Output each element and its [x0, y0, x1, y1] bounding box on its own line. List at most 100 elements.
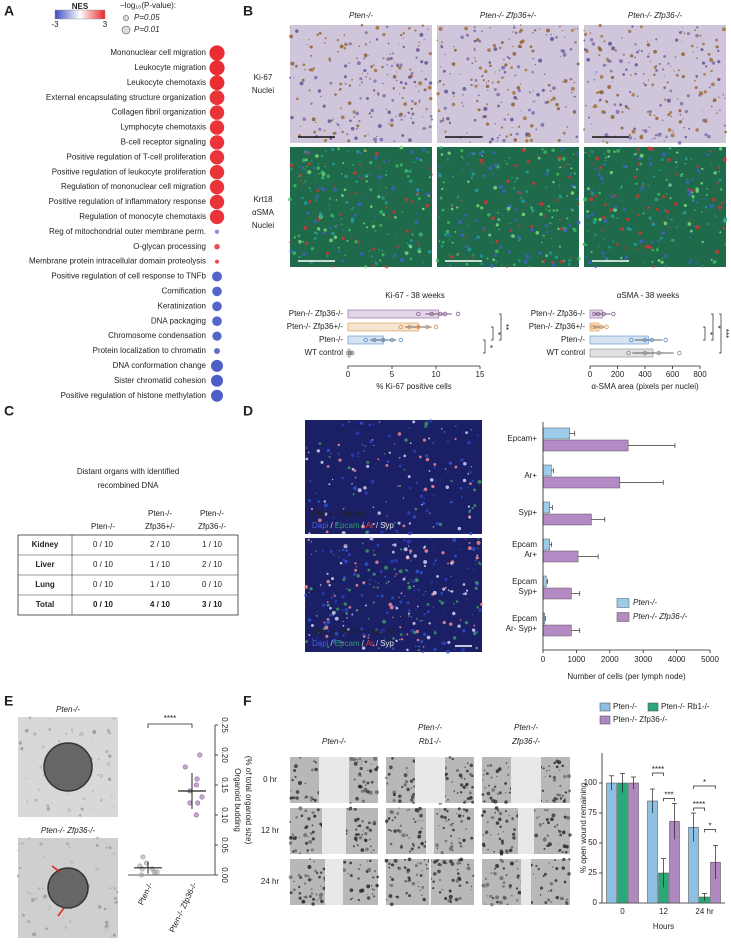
image-texture	[418, 101, 421, 103]
image-texture	[410, 150, 415, 155]
image-texture	[313, 798, 317, 802]
image-texture	[646, 55, 650, 58]
image-texture	[506, 56, 509, 59]
image-texture	[507, 113, 509, 116]
significance-label: ****	[652, 765, 664, 774]
image-texture	[309, 831, 313, 836]
image-texture	[377, 458, 380, 461]
image-texture	[492, 258, 496, 262]
image-texture	[293, 769, 297, 772]
image-texture	[449, 479, 452, 482]
x-tick-label: 3000	[634, 655, 652, 664]
chart-title: αSMA - 38 weeks	[617, 291, 679, 300]
image-texture	[689, 258, 693, 262]
image-texture	[385, 899, 387, 901]
image-texture	[462, 629, 466, 633]
bar	[542, 550, 579, 563]
image-texture	[588, 116, 591, 119]
image-texture	[369, 41, 371, 43]
image-texture	[380, 185, 382, 187]
image-texture	[358, 161, 360, 163]
image-texture	[486, 764, 490, 767]
image-texture	[686, 198, 689, 200]
image-texture	[324, 622, 328, 627]
image-texture	[551, 263, 556, 267]
image-texture	[476, 99, 479, 103]
image-texture	[439, 119, 443, 123]
image-texture	[334, 93, 337, 96]
image-texture	[569, 77, 573, 81]
image-texture	[607, 155, 610, 158]
image-texture	[422, 261, 425, 263]
image-texture	[357, 775, 360, 777]
image-texture	[315, 893, 318, 896]
image-texture	[391, 810, 394, 814]
image-texture	[92, 790, 94, 792]
image-texture	[432, 442, 435, 444]
image-texture	[423, 632, 427, 637]
image-texture	[108, 754, 112, 758]
image-texture	[560, 208, 563, 211]
image-texture	[460, 155, 463, 158]
image-texture	[458, 837, 460, 840]
image-texture	[359, 888, 363, 893]
image-texture	[696, 46, 698, 48]
image-texture	[406, 174, 410, 178]
image-texture	[323, 621, 326, 624]
image-texture	[429, 115, 433, 118]
image-texture	[502, 881, 506, 885]
image-texture	[502, 831, 505, 833]
image-texture	[409, 68, 412, 71]
image-texture	[497, 833, 500, 835]
image-texture	[364, 839, 368, 843]
image-texture	[319, 215, 323, 218]
image-texture	[358, 772, 362, 776]
image-texture	[552, 245, 554, 247]
image-texture	[477, 561, 481, 565]
image-texture	[58, 794, 60, 796]
image-texture	[292, 251, 297, 255]
image-texture	[407, 876, 411, 880]
image-texture	[603, 40, 606, 43]
image-texture	[313, 130, 317, 134]
image-texture	[525, 136, 528, 138]
image-texture	[332, 638, 336, 643]
image-texture	[375, 765, 379, 769]
image-texture	[464, 592, 468, 596]
image-texture	[584, 152, 586, 154]
image-texture	[558, 194, 563, 199]
image-texture	[638, 49, 640, 51]
image-texture	[390, 64, 394, 68]
image-texture	[354, 208, 356, 210]
image-texture	[370, 763, 372, 765]
legend-swatch	[616, 612, 630, 622]
image-texture	[498, 69, 501, 72]
image-texture	[303, 161, 305, 163]
image-texture	[483, 106, 488, 111]
image-texture	[436, 39, 438, 42]
image-texture	[468, 486, 470, 488]
term-dot	[209, 90, 225, 106]
significance-label: *	[703, 778, 706, 787]
image-texture	[454, 437, 457, 441]
image-texture	[495, 895, 500, 900]
image-texture	[375, 38, 379, 41]
legend-label: Pten-/-	[633, 598, 657, 607]
image-texture	[308, 499, 311, 503]
image-texture	[659, 103, 662, 107]
image-texture	[517, 876, 520, 879]
wound	[319, 757, 349, 803]
image-texture	[392, 793, 396, 797]
image-texture	[437, 109, 441, 113]
image-texture	[423, 88, 427, 92]
image-texture	[343, 602, 347, 606]
image-texture	[568, 223, 572, 227]
image-texture	[567, 789, 572, 793]
image-texture	[323, 500, 327, 503]
image-texture	[362, 450, 365, 452]
image-texture	[359, 84, 361, 86]
image-texture	[289, 249, 294, 254]
image-texture	[363, 57, 366, 60]
image-texture	[470, 83, 473, 87]
table-cell: Lung	[35, 580, 55, 589]
